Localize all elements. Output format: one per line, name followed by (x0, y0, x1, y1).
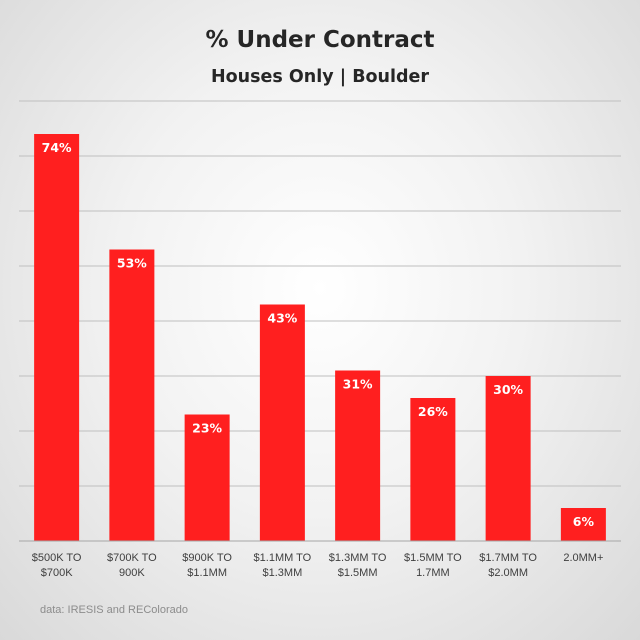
x-tick-label: $500K TO $700K (32, 552, 82, 579)
bar (109, 249, 155, 541)
x-tick-label: $900K TO $1.1MM (182, 552, 232, 579)
bar (259, 304, 305, 541)
gridlines (19, 100, 621, 487)
x-tick-label-line: $900K TO (182, 552, 232, 564)
data-label: 43% (267, 311, 297, 326)
chart-title: % Under Contract (205, 27, 434, 53)
x-tick-label: $1.5MM TO 1.7MM (404, 552, 462, 579)
bar (560, 508, 606, 541)
data-label: 30% (493, 382, 523, 397)
data-label: 23% (192, 421, 222, 436)
source-note: data: IRESIS and REColorado (40, 604, 188, 616)
x-tick-label-line: 1.7MM (416, 567, 450, 579)
x-tick-label-line: $1.5MM (338, 567, 378, 579)
data-label: 6% (573, 514, 595, 529)
x-tick-label-line: $1.7MM TO (479, 552, 537, 564)
x-tick-label: 2.0MM+ (563, 552, 603, 564)
chart-subtitle: Houses Only | Boulder (211, 67, 429, 87)
bar (410, 398, 456, 541)
x-tick-label-line: $700K (41, 567, 73, 579)
x-tick-label-line: $1.3MM TO (329, 552, 387, 564)
x-tick-label-line: $1.5MM TO (404, 552, 462, 564)
bars (34, 134, 606, 541)
x-tick-label: $1.1MM TO $1.3MM (254, 552, 312, 579)
data-label: 74% (42, 140, 72, 155)
x-tick-label-line: $1.1MM TO (254, 552, 312, 564)
data-label: 31% (343, 377, 373, 392)
x-tick-label-line: $500K TO (32, 552, 82, 564)
x-tick-label-line: 900K (119, 567, 145, 579)
data-label: 53% (117, 256, 147, 271)
x-axis-tick-labels: $500K TO $700K$700K TO 900K$900K TO $1.1MM$… (32, 552, 604, 579)
x-tick-label-line: 2.0MM+ (563, 552, 603, 564)
bar (184, 414, 230, 541)
x-tick-label: $1.3MM TO $1.5MM (329, 552, 387, 579)
bar (485, 376, 531, 541)
bar (335, 370, 381, 541)
x-tick-label-line: $1.1MM (187, 567, 227, 579)
x-tick-label-line: $1.3MM (263, 567, 303, 579)
data-label: 26% (418, 404, 448, 419)
x-tick-label: $1.7MM TO $2.0MM (479, 552, 537, 579)
bar (34, 134, 80, 541)
x-tick-label: $700K TO 900K (107, 552, 157, 579)
x-tick-label-line: $2.0MM (488, 567, 528, 579)
data-labels: 74% 53% 23% 43% 31% 26% 30% 6% (42, 140, 595, 529)
x-tick-label-line: $700K TO (107, 552, 157, 564)
